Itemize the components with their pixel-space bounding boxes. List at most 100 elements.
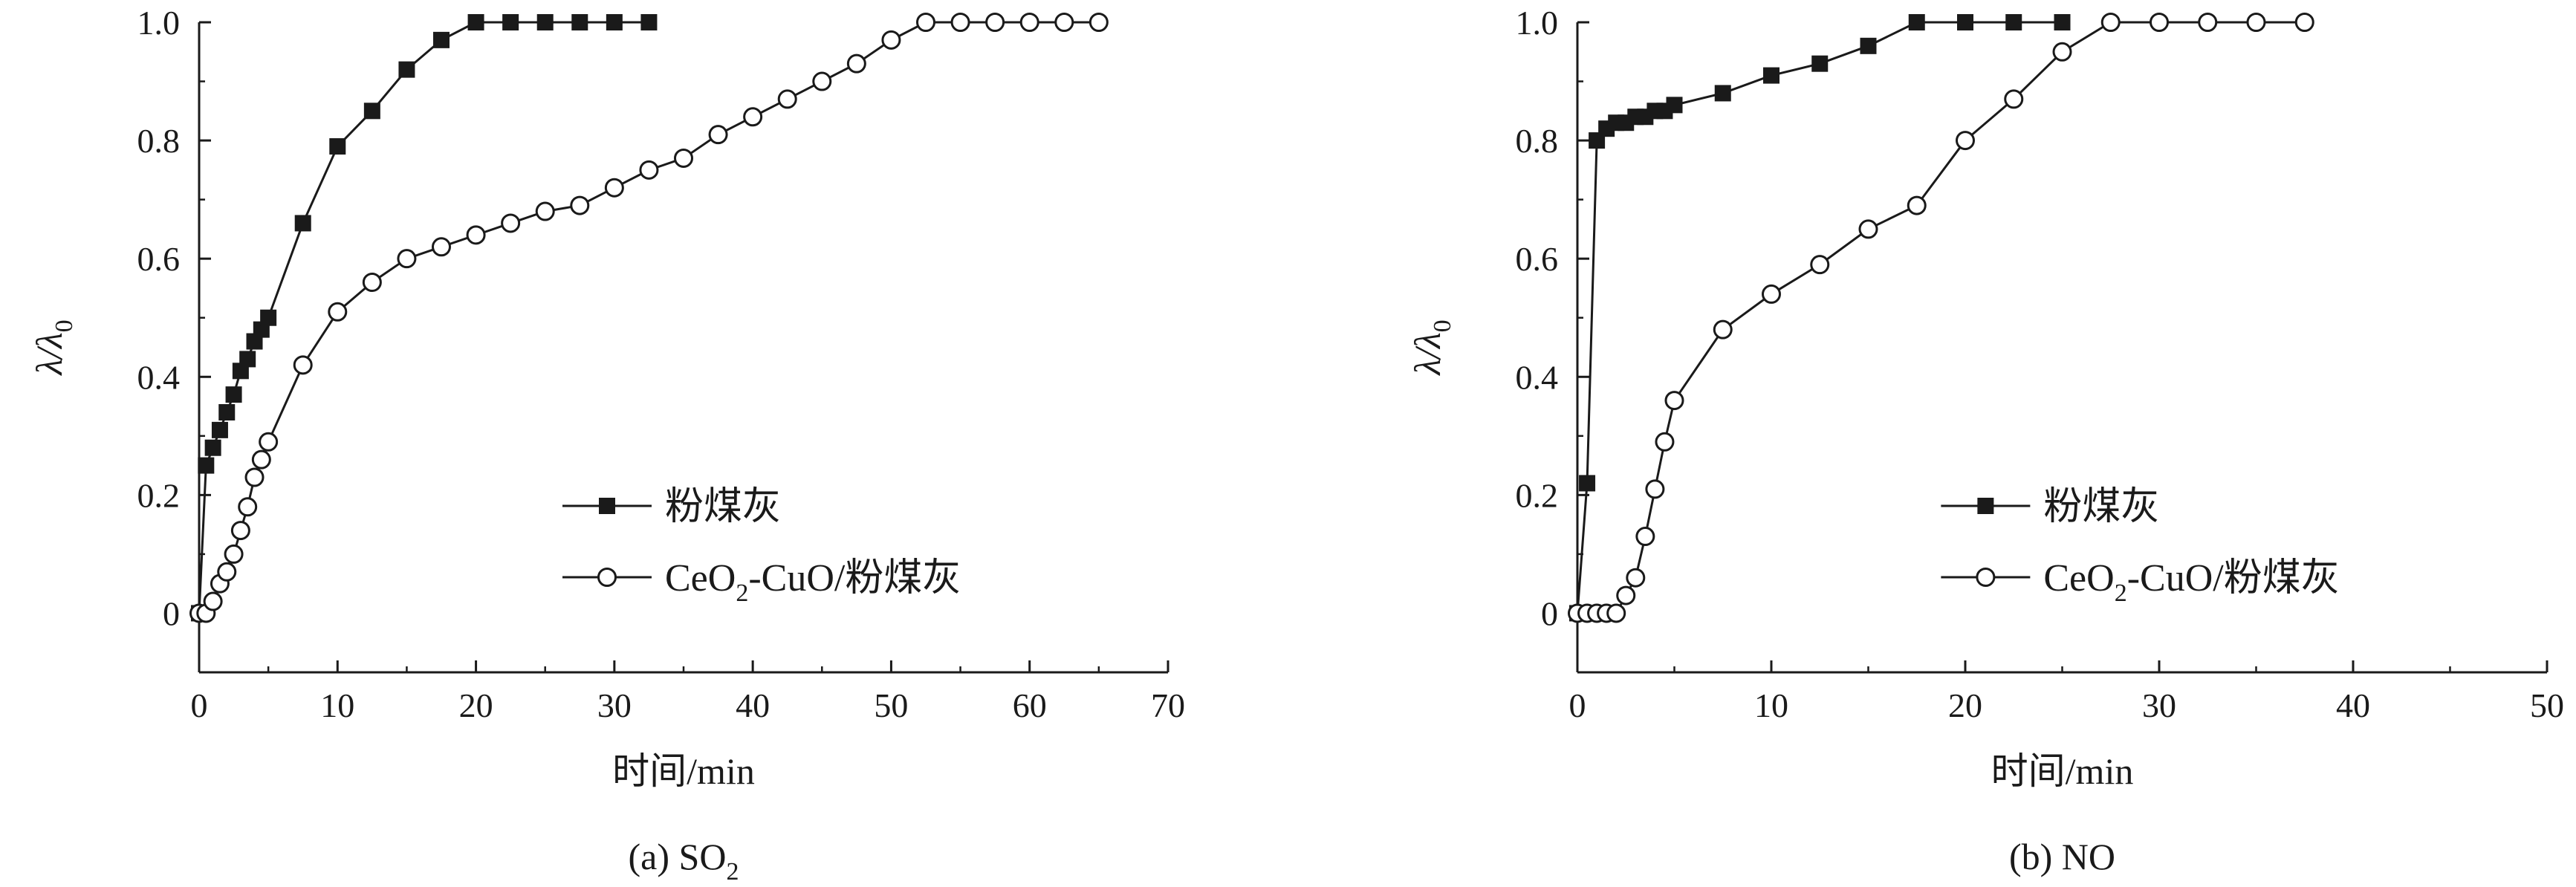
legend-label-part: -CuO/粉煤灰 [748,557,961,600]
y-tick-label: 0.2 [1516,476,1559,514]
y-tick-label: 0.2 [137,476,181,514]
legend-label-part: CeO [2043,557,2114,600]
data-point-square [225,386,242,403]
y-tick-label: 0 [1541,594,1558,632]
y-axis-title-sub: 0 [51,319,78,332]
data-point-circle [1713,319,1733,339]
data-point-circle [203,591,223,611]
legend-label-subscript: 2 [2115,579,2127,607]
x-tick-label: 30 [597,686,632,724]
data-point-square [467,14,484,30]
series-1 [189,13,1109,623]
x-tick-label: 40 [2336,686,2370,724]
data-point-circle [708,125,728,145]
data-point-circle [639,160,659,180]
data-point-circle [1054,13,1074,32]
legend-marker-circle [597,568,617,587]
data-point-circle [1089,13,1109,32]
legend-label-part: -CuO/粉煤灰 [2127,557,2340,600]
data-point-square [211,421,228,438]
x-tick-label: 10 [1754,686,1788,724]
data-point-square [1860,37,1877,54]
data-point-circle [674,148,693,168]
data-point-square [198,457,215,474]
data-point-circle [1956,131,1975,151]
x-axis-title: 时间/min [612,750,755,792]
x-tick-label: 0 [191,686,208,724]
data-point-circle [1762,284,1781,304]
data-point-circle [846,53,866,74]
data-point-square [536,14,554,30]
y-axis-title-main: λ/λ [28,332,70,376]
data-point-square [1666,97,1683,114]
data-point-square [260,309,277,326]
series-line [1577,21,2305,614]
x-tick-label: 20 [1948,686,1982,724]
data-point-circle [916,13,935,32]
y-tick-label: 1.0 [137,4,181,42]
data-point-square [204,439,221,456]
legend-label: 粉煤灰 [665,486,781,528]
data-point-circle [1626,568,1646,588]
data-point-circle [1616,585,1636,605]
legend-entry-0: 粉煤灰 [1941,486,2159,528]
data-point-circle [2052,42,2072,62]
caption-main: SO [679,836,727,877]
data-point-square [2005,14,2022,30]
data-point-circle [1858,219,1878,239]
data-point-square [239,351,256,368]
data-point-square [571,14,588,30]
data-point-circle [1606,603,1626,623]
x-tick-label: 40 [736,686,770,724]
data-point-circle [251,449,271,470]
caption-main: NO [2062,836,2115,877]
data-point-square [398,61,415,78]
chart-panel-b: 0 10 20 30 40 5000.20.40.60.81.0时间/minλ/λ0粉煤灰… [1407,4,2564,877]
x-tick-label: 0 [1569,686,1586,724]
data-point-square [1908,14,1925,30]
data-point-circle [1655,432,1675,452]
data-point-circle [2150,13,2169,32]
data-point-circle [1635,527,1655,547]
y-tick-label: 1.0 [1516,4,1559,42]
data-point-square [1714,85,1731,102]
y-axis-title-sub: 0 [1429,319,1456,332]
legend-entry-1: CeO2-CuO/粉煤灰 [1941,557,2340,607]
x-tick-label: 60 [1013,686,1047,724]
data-point-circle [432,237,451,257]
x-tick-label: 30 [2142,686,2176,724]
legend-entry-1: CeO2-CuO/粉煤灰 [562,557,961,607]
data-point-circle [238,497,258,517]
y-tick-label: 0.4 [137,358,181,396]
y-tick-label: 0 [163,594,180,632]
data-point-square [329,138,346,155]
y-axis-title: λ/λ0 [28,319,78,376]
x-tick-label: 70 [1151,686,1185,724]
data-point-square [218,404,236,420]
x-axis-title: 时间/min [1991,750,2134,792]
data-point-circle [466,225,486,245]
series-line [198,21,649,614]
legend-label: 粉煤灰 [2043,486,2159,528]
data-point-square [606,14,623,30]
data-point-square [294,215,311,232]
data-point-square [1957,14,1973,30]
legend-label: CeO2-CuO/粉煤灰 [2043,557,2339,607]
data-point-circle [777,89,797,109]
chart-panel-a: 0 10 20 30 40 50 60 7000.20.40.60.81.0时间/minλ/λ… [28,4,1185,886]
data-point-circle [259,432,279,452]
data-point-circle [743,107,763,127]
y-tick-label: 0.4 [1516,358,1559,396]
x-tick-label: 20 [459,686,493,724]
y-axis-title-main: λ/λ [1407,332,1448,376]
series-0 [191,14,658,622]
data-point-circle [1810,255,1830,275]
caption-prefix: (a) [629,836,679,877]
x-tick-label: 50 [2530,686,2564,724]
data-point-square [1579,475,1596,492]
legend-marker-circle [1976,568,1996,587]
data-point-circle [217,562,237,582]
legend-marker-square [599,498,615,514]
x-tick-label: 50 [874,686,908,724]
data-point-square [363,103,380,120]
